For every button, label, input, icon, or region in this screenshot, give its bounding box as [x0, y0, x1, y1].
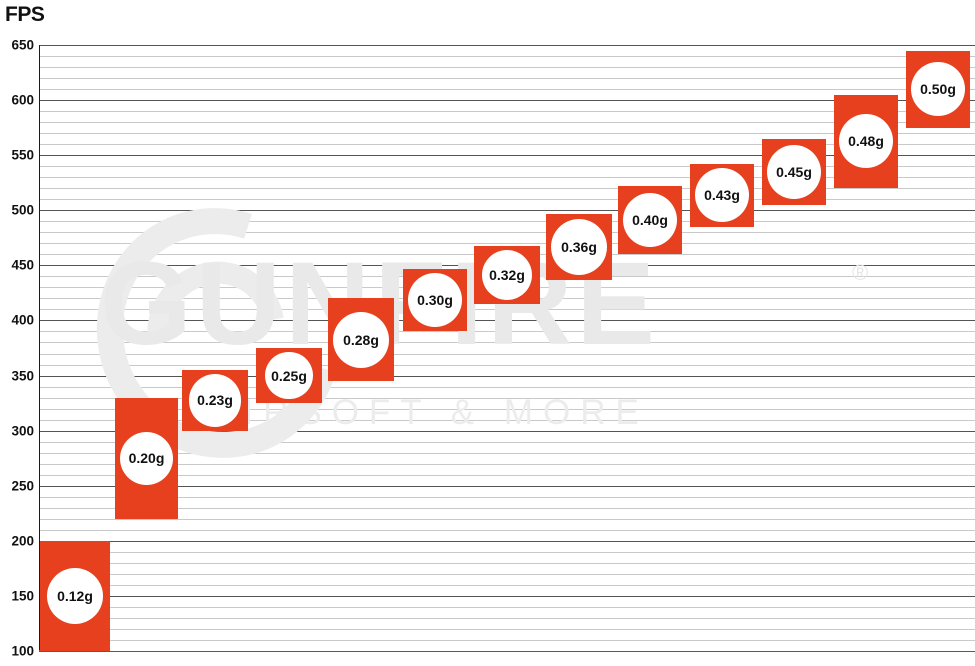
bar-label-0-25g: 0.25g — [265, 352, 313, 400]
bar-label-0-43g: 0.43g — [695, 168, 749, 223]
gridline-minor — [40, 442, 975, 443]
gridline-major — [40, 431, 975, 432]
gridline-minor — [40, 508, 975, 509]
y-axis-tick-650: 650 — [11, 37, 34, 53]
gridline-minor — [40, 563, 975, 564]
gridline-minor — [40, 144, 975, 145]
bar-label-0-32g: 0.32g — [481, 249, 533, 300]
bar-label-0-50g: 0.50g — [911, 62, 965, 117]
gridline-major — [40, 100, 975, 101]
gridline-minor — [40, 585, 975, 586]
gridline-minor — [40, 475, 975, 476]
y-axis-tick-labels: 650 600 550 500 450 400 350 300 250 200 150 100 — [0, 0, 38, 666]
bar-label-0-23g: 0.23g — [188, 374, 242, 427]
y-axis-tick-450: 450 — [11, 257, 34, 273]
bar-label-0-48g: 0.48g — [839, 114, 893, 169]
gridline-minor — [40, 309, 975, 310]
gridline-major — [40, 596, 975, 597]
gridline-major — [40, 320, 975, 321]
gridline-minor — [40, 89, 975, 90]
gridline-minor — [40, 409, 975, 410]
gridline-minor — [40, 497, 975, 498]
gridline-minor — [40, 574, 975, 575]
gridline-minor — [40, 221, 975, 222]
gridline-minor — [40, 607, 975, 608]
gridline-minor — [40, 519, 975, 520]
gridline-minor — [40, 232, 975, 233]
bar-series: 0.12g 0.20g 0.23g 0.25g 0.28g 0.30g 0.32g 0.36g… — [40, 45, 975, 651]
gridline-minor — [40, 133, 975, 134]
gridline-minor — [40, 331, 975, 332]
bar-label-0-30g: 0.30g — [408, 273, 462, 328]
gridline-minor — [40, 166, 975, 167]
gridline-minor — [40, 618, 975, 619]
y-axis-tick-300: 300 — [11, 423, 34, 439]
bar-label-0-20g: 0.20g — [120, 431, 173, 485]
gridline-minor — [40, 56, 975, 57]
bar-label-0-36g: 0.36g — [551, 218, 607, 275]
gridline-minor — [40, 464, 975, 465]
y-axis-tick-500: 500 — [11, 202, 34, 218]
gridline-major — [40, 210, 975, 211]
gridline-major — [40, 45, 975, 46]
plot-area: GUNFIRE ® AIRSOFT & MORE 0.12g0.20g0.23g… — [40, 45, 975, 651]
gridline-minor — [40, 78, 975, 79]
gridline-minor — [40, 387, 975, 388]
gridline-minor — [40, 199, 975, 200]
gridline-minor — [40, 640, 975, 641]
bar-label-0-12g: 0.12g — [47, 567, 103, 624]
gridline-minor — [40, 453, 975, 454]
gridline-minor — [40, 420, 975, 421]
gridline-minor — [40, 398, 975, 399]
gridline-major — [40, 541, 975, 542]
page-title: FPS — [5, 3, 45, 26]
gridline-minor — [40, 177, 975, 178]
gridline-minor — [40, 67, 975, 68]
x-axis-line — [39, 650, 975, 652]
y-axis-tick-150: 150 — [11, 588, 34, 604]
gridline-minor — [40, 552, 975, 553]
bar-label-0-28g: 0.28g — [333, 311, 389, 368]
gridline-major — [40, 155, 975, 156]
y-axis-tick-600: 600 — [11, 92, 34, 108]
gridline-major — [40, 486, 975, 487]
y-axis-tick-400: 400 — [11, 312, 34, 328]
bar-label-0-40g: 0.40g — [623, 193, 677, 248]
gridline-minor — [40, 629, 975, 630]
y-axis-tick-250: 250 — [11, 478, 34, 494]
y-axis-tick-100: 100 — [11, 643, 34, 659]
gridline-minor — [40, 365, 975, 366]
gridline-minor — [40, 188, 975, 189]
gridline-major — [40, 376, 975, 377]
gridline-minor — [40, 243, 975, 244]
gridline-minor — [40, 342, 975, 343]
gridline-minor — [40, 354, 975, 355]
y-axis-tick-200: 200 — [11, 533, 34, 549]
gridline-minor — [40, 111, 975, 112]
y-axis-tick-350: 350 — [11, 368, 34, 384]
y-axis-tick-550: 550 — [11, 147, 34, 163]
gridline-minor — [40, 530, 975, 531]
gridline-minor — [40, 122, 975, 123]
bar-label-0-45g: 0.45g — [767, 144, 821, 199]
